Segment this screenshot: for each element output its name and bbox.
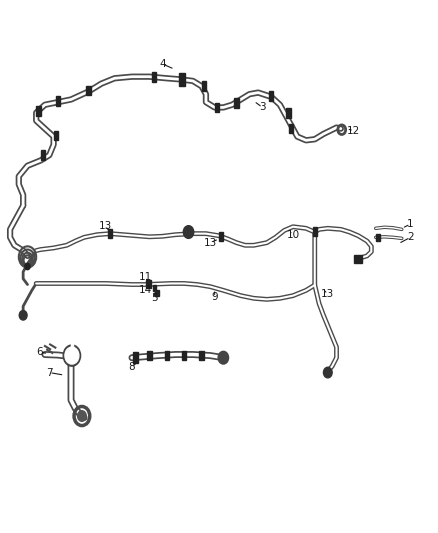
Bar <box>133 352 138 363</box>
Bar <box>199 351 204 360</box>
Bar <box>313 227 317 236</box>
Text: 1: 1 <box>407 219 414 229</box>
Bar <box>146 280 151 288</box>
Bar <box>147 351 152 360</box>
Bar <box>108 229 113 238</box>
Circle shape <box>63 345 81 366</box>
Bar <box>215 103 219 112</box>
Circle shape <box>184 225 194 238</box>
Circle shape <box>323 367 332 378</box>
Bar <box>354 259 362 263</box>
Text: 13: 13 <box>99 221 112 231</box>
Text: 12: 12 <box>347 126 360 136</box>
Circle shape <box>218 351 229 364</box>
Bar <box>165 351 169 360</box>
Bar <box>289 124 293 133</box>
Circle shape <box>25 263 30 270</box>
Bar <box>152 72 156 82</box>
Bar <box>286 108 291 117</box>
Text: 13: 13 <box>204 238 217 248</box>
Bar <box>179 73 185 86</box>
Text: 2: 2 <box>407 232 414 243</box>
Text: 5: 5 <box>151 293 158 303</box>
Bar <box>86 86 91 95</box>
Bar <box>155 290 159 296</box>
Text: 8: 8 <box>129 362 135 372</box>
Circle shape <box>78 411 86 421</box>
Text: 13: 13 <box>321 289 335 299</box>
Bar <box>56 96 60 106</box>
Bar <box>41 150 45 160</box>
Circle shape <box>65 347 79 364</box>
Text: 3: 3 <box>259 102 266 112</box>
Bar <box>354 255 362 259</box>
Text: 4: 4 <box>159 59 166 69</box>
Bar <box>219 231 223 241</box>
Bar <box>53 131 58 140</box>
Text: 9: 9 <box>212 292 218 302</box>
Bar <box>36 107 41 116</box>
Bar <box>182 351 186 360</box>
Text: 7: 7 <box>46 368 53 377</box>
Text: 10: 10 <box>286 230 300 240</box>
Text: 6: 6 <box>36 348 43 358</box>
Bar <box>269 91 273 101</box>
Bar <box>153 285 156 291</box>
Text: 14: 14 <box>138 285 152 295</box>
Bar <box>376 233 380 241</box>
Bar <box>234 99 239 108</box>
Bar <box>201 82 206 91</box>
Circle shape <box>19 311 27 320</box>
Text: 11: 11 <box>138 272 152 282</box>
